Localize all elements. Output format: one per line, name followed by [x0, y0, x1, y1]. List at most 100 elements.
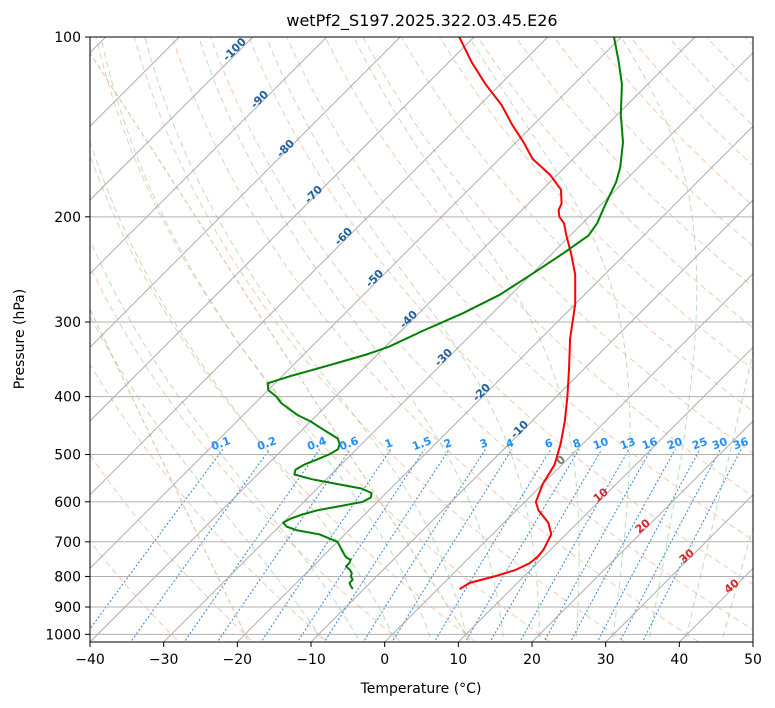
moist-adiabat-line [144, 37, 469, 642]
x-tick-label: −10 [296, 652, 326, 668]
isotherm-line [531, 420, 753, 642]
mixing-ratio-label: 3 [478, 436, 490, 451]
isotherm-line [90, 37, 623, 570]
dry-adiabat-line [171, 37, 700, 642]
mixing-ratio-label: 30 [710, 435, 729, 453]
mixing-ratio-label: 0.1 [209, 434, 232, 453]
mixing-ratio-label: 0.4 [305, 434, 328, 453]
y-tick-label: 500 [54, 448, 81, 464]
isotherm-line [383, 272, 753, 642]
grid [90, 37, 753, 642]
isotherm-line [604, 493, 753, 642]
mixing-ratio-label: 16 [640, 435, 659, 453]
isotherm-line [162, 51, 753, 642]
mixing-ratio-line [90, 449, 224, 630]
isotherm-line [457, 346, 753, 642]
mixing-ratio-label: 10 [591, 435, 610, 453]
moist-adiabat-line [468, 37, 631, 642]
isotherm-line [90, 37, 475, 422]
isotherm-line [310, 199, 753, 642]
mixing-ratio-line [464, 449, 580, 642]
y-tick-label: 700 [54, 535, 81, 551]
mixing-ratio-line [519, 449, 630, 642]
moist-adiabat-line [265, 37, 541, 642]
x-tick-label: −30 [149, 652, 179, 668]
isotherm-line [90, 37, 549, 496]
y-tick-label: 100 [54, 30, 81, 46]
mixing-ratio-line [489, 449, 603, 642]
y-axis-label: Pressure (hPa) [12, 289, 28, 389]
mixing-ratio-line [362, 449, 486, 642]
moist-adiabat-line [90, 239, 361, 642]
y-tick-label: 600 [54, 495, 81, 511]
mixing-ratio-line [216, 449, 351, 642]
mixing-ratio-label: 13 [618, 435, 637, 452]
dry-adiabat-line [248, 37, 753, 586]
dry-adiabat-line [90, 363, 329, 642]
mixing-ratio-label: 25 [690, 435, 709, 452]
mixing-ratio-line [596, 449, 701, 642]
plot-frame [89, 36, 754, 643]
x-tick-label: 50 [744, 652, 762, 668]
y-tick-label: 800 [54, 569, 81, 585]
mixing-ratio-line [642, 449, 742, 642]
x-tick-label: 30 [597, 652, 615, 668]
mixing-ratio-label: 2 [442, 436, 454, 451]
dry-adiabat-line [515, 37, 753, 288]
reference-curve [90, 52, 472, 642]
mixing-ratio-label: 1.5 [410, 434, 433, 453]
isotherm-line [236, 125, 753, 642]
dewpoint-profile-line [266, 37, 624, 590]
y-tick-label: 300 [54, 315, 81, 331]
y-tick-label: 900 [54, 600, 81, 616]
mixing-ratio-line [433, 449, 552, 642]
plot-area [90, 37, 753, 642]
y-tick-label: 200 [54, 210, 81, 226]
isotherm-line [90, 37, 254, 201]
mixing-ratio-line [129, 449, 271, 642]
temperature-profile-line [458, 37, 577, 590]
moist-adiabat-line [198, 37, 505, 642]
x-tick-label: 0 [380, 652, 389, 668]
mixing-ratio-label: 20 [665, 435, 684, 453]
x-tick-label: −20 [223, 652, 253, 668]
mixing-ratio-line [183, 449, 321, 642]
dry-adiabat-line [95, 37, 552, 642]
mixing-ratio-label: 6 [543, 436, 555, 451]
x-axis: −40 −30 −20 −10 0 10 20 30 40 50 [75, 642, 762, 668]
mixing-ratio-label: 4 [504, 436, 516, 451]
x-tick-label: −40 [75, 652, 105, 668]
y-tick-label: 1000 [45, 627, 81, 643]
dry-adiabat-line [210, 37, 753, 631]
background-lines [90, 37, 753, 642]
mixing-ratio-label: 0.2 [255, 434, 278, 453]
dry-adiabat-line [324, 37, 753, 498]
x-tick-label: 40 [670, 652, 688, 668]
moist-adiabat-line [90, 314, 325, 642]
mixing-ratio-line [569, 449, 676, 642]
x-tick-label: 10 [449, 652, 467, 668]
mixing-ratio-label: 0.6 [337, 434, 360, 453]
series-layer [266, 37, 624, 590]
dry-adiabat-line [90, 265, 403, 642]
x-axis-label: Temperature (°C) [360, 681, 482, 697]
mixing-ratio-line [323, 449, 450, 642]
moist-adiabat-line [620, 37, 698, 642]
y-axis: 100 200 300 400 500 600 700 800 900 1000 [45, 30, 90, 643]
moist-adiabat-line [353, 37, 580, 642]
moist-adiabat-line [721, 526, 753, 642]
x-tick-label: 20 [523, 652, 541, 668]
dry-adiabat-line [286, 37, 753, 541]
isotherm-line [90, 37, 402, 349]
moist-adiabat-line [684, 349, 753, 642]
moist-adiabat-line [90, 139, 397, 642]
mixing-ratio-label: 1 [383, 436, 395, 451]
chart-title: wetPf2_S197.2025.322.03.45.E26 [286, 11, 557, 31]
dry-adiabat-line [133, 37, 626, 642]
isotherm-line [90, 37, 328, 275]
isotherm-line [90, 37, 696, 642]
moist-adiabat-line [100, 37, 433, 642]
mixing-ratio-label: 8 [571, 436, 583, 451]
